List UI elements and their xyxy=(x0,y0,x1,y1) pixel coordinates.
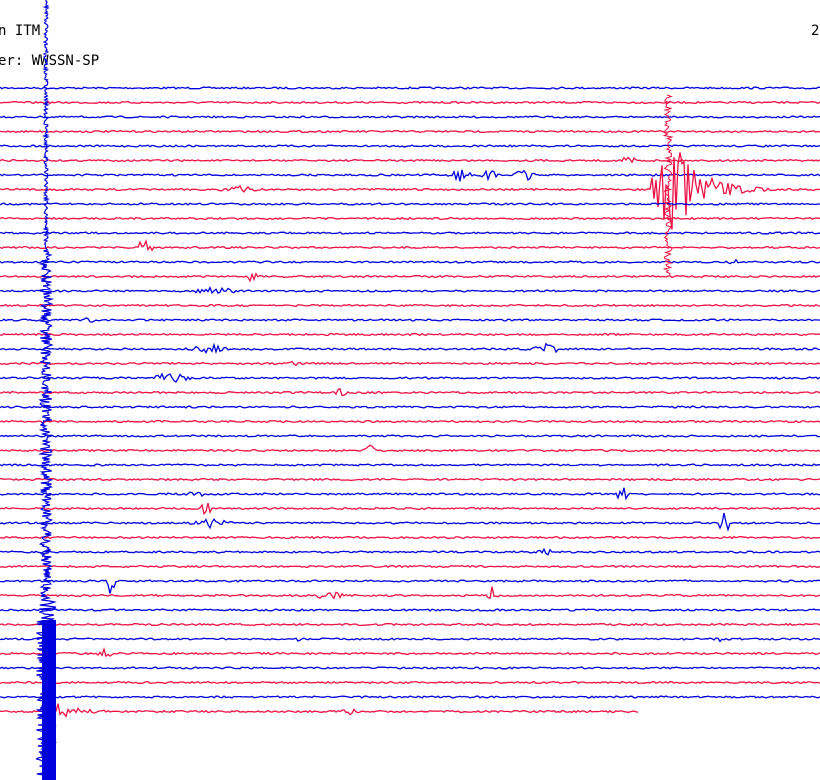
trace xyxy=(0,646,820,658)
trace xyxy=(0,586,820,600)
trace xyxy=(0,152,820,230)
trace xyxy=(0,360,820,367)
trace xyxy=(0,512,820,532)
trace xyxy=(0,332,820,337)
trace xyxy=(0,666,820,670)
trace xyxy=(0,535,820,540)
event-spike xyxy=(35,0,58,780)
trace xyxy=(0,317,820,323)
trace xyxy=(0,156,820,164)
trace xyxy=(0,444,820,453)
trace xyxy=(0,86,820,90)
event-spike xyxy=(662,94,674,276)
trace xyxy=(0,387,820,397)
trace xyxy=(0,303,820,308)
trace xyxy=(0,144,820,148)
trace xyxy=(0,547,820,556)
trace xyxy=(0,285,820,295)
trace xyxy=(0,434,820,438)
trace xyxy=(0,258,820,265)
trace xyxy=(0,115,820,119)
trace xyxy=(0,487,820,501)
date-label: 2 xyxy=(811,23,819,39)
trace xyxy=(0,238,820,252)
station-label: n ITM xyxy=(0,23,40,39)
trace xyxy=(0,503,820,516)
trace xyxy=(0,579,820,594)
trace xyxy=(0,100,820,105)
trace xyxy=(0,342,820,355)
trace xyxy=(0,564,820,569)
trace xyxy=(0,695,820,699)
trace xyxy=(0,272,820,283)
trace xyxy=(0,419,820,424)
filter-label: er: WWSSN-SP xyxy=(0,53,99,69)
trace xyxy=(0,202,820,206)
trace xyxy=(0,608,820,612)
trace xyxy=(0,129,820,134)
trace xyxy=(0,405,820,409)
trace xyxy=(0,622,820,627)
trace xyxy=(0,699,639,724)
trace xyxy=(0,637,820,643)
event-core xyxy=(42,620,56,780)
trace xyxy=(0,216,820,221)
trace xyxy=(0,477,820,482)
trace xyxy=(0,680,820,685)
trace xyxy=(0,372,820,383)
trace xyxy=(0,169,820,182)
trace xyxy=(0,231,820,235)
trace xyxy=(0,463,820,467)
